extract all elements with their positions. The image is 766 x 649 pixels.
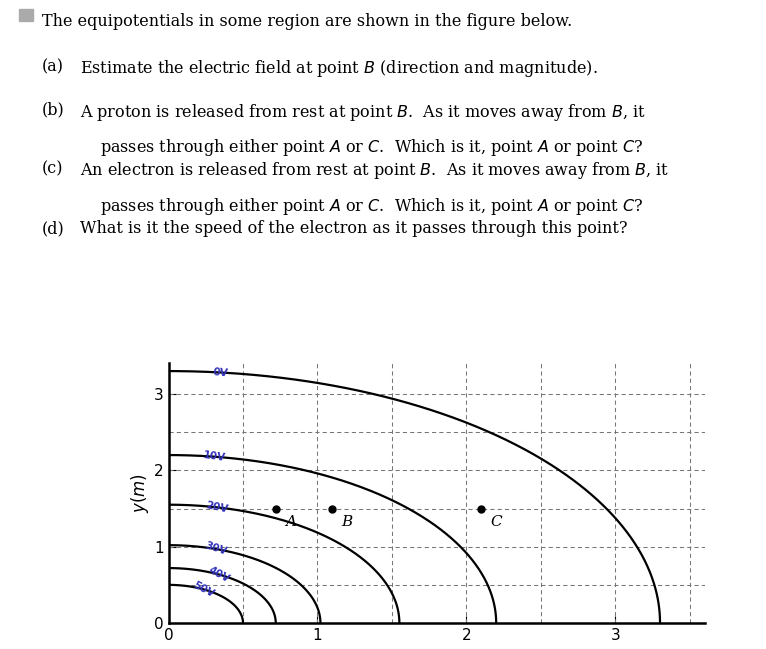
Text: A proton is released from rest at point $B$.  As it moves away from $B$, it: A proton is released from rest at point …: [80, 102, 647, 123]
Text: (a): (a): [42, 58, 64, 75]
Text: Estimate the electric field at point $B$ (direction and magnitude).: Estimate the electric field at point $B$…: [80, 58, 598, 79]
Text: 20V: 20V: [205, 500, 228, 515]
Text: What is it the speed of the electron as it passes through this point?: What is it the speed of the electron as …: [80, 220, 628, 237]
Text: A: A: [285, 515, 296, 529]
Bar: [19, 8, 33, 21]
Text: An electron is released from rest at point $B$.  As it moves away from $B$, it: An electron is released from rest at poi…: [80, 160, 669, 181]
Text: 0V: 0V: [211, 367, 228, 378]
Text: 50V: 50V: [192, 580, 216, 599]
Text: 40V: 40V: [207, 565, 231, 584]
Text: 10V: 10V: [202, 450, 226, 463]
Text: passes through either point $A$ or $C$.  Which is it, point $A$ or point $C$?: passes through either point $A$ or $C$. …: [100, 196, 643, 217]
Text: C: C: [490, 515, 502, 529]
Y-axis label: $y(m)$: $y(m)$: [129, 473, 151, 513]
Text: 30V: 30V: [203, 541, 228, 557]
Text: B: B: [342, 515, 352, 529]
Text: (d): (d): [42, 220, 65, 237]
Text: The equipotentials in some region are shown in the figure below.: The equipotentials in some region are sh…: [42, 13, 572, 30]
Text: passes through either point $A$ or $C$.  Which is it, point $A$ or point $C$?: passes through either point $A$ or $C$. …: [100, 138, 643, 158]
Text: (b): (b): [42, 102, 65, 119]
Text: (c): (c): [42, 160, 64, 177]
